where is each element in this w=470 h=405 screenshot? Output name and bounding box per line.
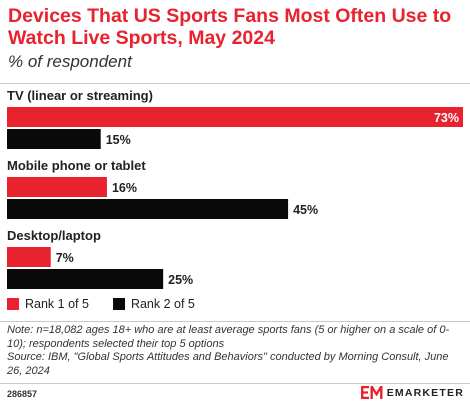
data-label: 16% — [112, 181, 137, 195]
legend-label-rank2: Rank 2 of 5 — [130, 297, 195, 311]
data-label: 7% — [56, 251, 74, 265]
chart-area: TV (linear or streaming) 73% 15% Mobile pho… — [0, 84, 470, 304]
chart-title: Devices That US Sports Fans Most Often U… — [8, 5, 452, 49]
legend: Rank 1 of 5 Rank 2 of 5 — [7, 296, 219, 312]
bar-rank2 — [7, 129, 101, 149]
data-label: 15% — [106, 133, 131, 147]
chart-subtitle: % of respondent — [8, 52, 132, 71]
divider — [0, 383, 470, 384]
legend-item-rank2: Rank 2 of 5 — [112, 297, 195, 311]
divider — [0, 83, 470, 84]
data-label: 73% — [434, 111, 459, 125]
em-logo-icon — [360, 386, 383, 399]
bar-rank1 — [7, 247, 51, 267]
bar-rank1 — [7, 107, 463, 127]
note-text: Note: n=18,082 ages 18+ who are at least… — [7, 324, 450, 350]
divider — [0, 321, 470, 322]
legend-swatch-rank1 — [7, 298, 19, 310]
data-label: 25% — [168, 273, 193, 287]
data-label: 45% — [293, 203, 318, 217]
legend-label-rank1: Rank 1 of 5 — [25, 297, 89, 311]
category-label: Mobile phone or tablet — [7, 158, 146, 173]
bar-chart: TV (linear or streaming) 73% 15% Mobile pho… — [7, 88, 463, 289]
category-label: TV (linear or streaming) — [7, 88, 153, 103]
bar-rank1 — [7, 177, 107, 197]
brand-name: EMARKETER — [386, 386, 464, 399]
bar-rank2 — [7, 199, 289, 219]
bar-rank2 — [7, 269, 164, 289]
notes: Note: n=18,082 ages 18+ who are at least… — [7, 324, 465, 378]
legend-item-rank1: Rank 1 of 5 — [7, 297, 89, 311]
brand: EMARKETER — [360, 386, 464, 399]
source-text: Source: IBM, "Global Sports Attitudes an… — [7, 351, 449, 377]
legend-swatch-rank2 — [112, 298, 125, 310]
category-label: Desktop/laptop — [7, 228, 101, 243]
chart-id: 286857 — [7, 389, 38, 399]
